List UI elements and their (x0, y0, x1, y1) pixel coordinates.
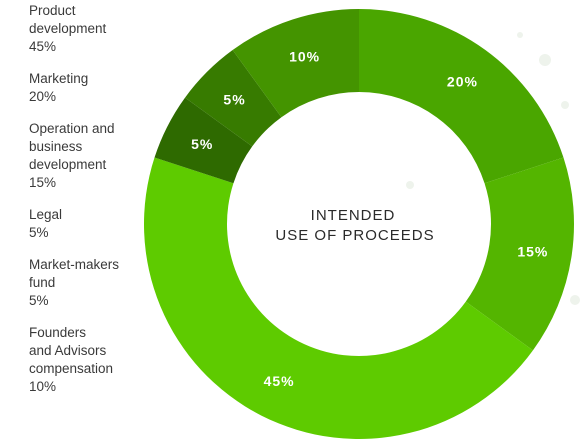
legend-label-line: development (29, 21, 107, 36)
slice-value-label: 5% (223, 92, 245, 108)
legend-label-line: Marketing (29, 71, 89, 86)
donut-slice-marketing (359, 9, 564, 184)
slice-value-label: 20% (447, 74, 478, 90)
center-title-line-1: INTENDED (311, 207, 396, 224)
legend-label-line: Product (29, 3, 76, 18)
legend-label-line: Operation and (29, 121, 115, 136)
donut-slice-product-development (143, 157, 533, 440)
background-decoration (406, 32, 580, 305)
legend-item-legal: Legal 5% (29, 206, 62, 242)
donut-slice-market-makers-fund (185, 50, 282, 147)
legend-label-line: business (29, 139, 83, 154)
slice-value-label: 10% (289, 49, 320, 65)
legend-value: 20% (29, 89, 57, 104)
legend-item-product-development: Product development 45% (29, 2, 106, 56)
legend-label-line: and Advisors (29, 343, 107, 358)
legend-value: 45% (29, 39, 57, 54)
legend-label-line: Founders (29, 325, 87, 340)
legend-label-line: Market-makers (29, 257, 120, 272)
donut-slices (143, 9, 575, 440)
donut-slice-operation-and-business-development (465, 157, 575, 351)
legend-item-founders-advisors: Founders and Advisors compensation 10% (29, 324, 113, 396)
legend-label-line: compensation (29, 361, 114, 376)
center-title-line-2: USE OF PROCEEDS (275, 227, 434, 244)
legend-item-operation: Operation and business development 15% (29, 120, 115, 192)
legend-value: 5% (29, 225, 49, 240)
slice-labels: 20% 15% 45% 5% 5% 10% (191, 49, 548, 389)
legend-value: 10% (29, 379, 57, 394)
legend-label-line: fund (29, 275, 56, 290)
legend-item-marketing: Marketing 20% (29, 70, 88, 106)
legend-label-line: development (29, 157, 107, 172)
slice-value-label: 5% (191, 136, 213, 152)
donut-slice-founders-and-advisors-compensation (232, 9, 359, 118)
slice-value-label: 15% (517, 244, 548, 260)
legend-value: 15% (29, 175, 57, 190)
legend-item-market-makers-fund: Market-makers fund 5% (29, 256, 119, 310)
slice-value-label: 45% (264, 373, 295, 389)
legend-label-line: Legal (29, 207, 63, 222)
legend-value: 5% (29, 293, 49, 308)
donut-slice-legal (154, 97, 253, 184)
